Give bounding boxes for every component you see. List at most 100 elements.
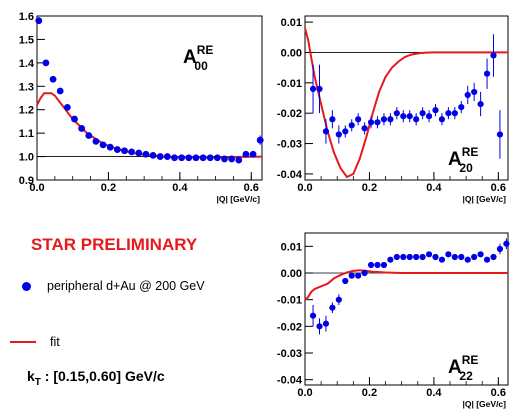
data-point xyxy=(380,261,388,269)
x-tick-label: 0.4 xyxy=(172,182,188,194)
data-point xyxy=(425,113,433,120)
y-tick-label: 0.00 xyxy=(281,268,302,280)
data-point xyxy=(406,113,413,120)
data-point xyxy=(458,104,465,111)
data-point xyxy=(63,103,71,111)
data-point xyxy=(171,154,178,162)
data-point xyxy=(438,256,446,263)
plot-frame xyxy=(304,232,509,386)
fit-curve xyxy=(304,269,508,301)
data-point xyxy=(477,251,484,258)
panel-A00: 0.0 0.2 0.4 0.6 0.9 1.0 1.1 1.2 1.3 1.4 1.5 1.6 |Q| … xyxy=(19,11,264,204)
data-point xyxy=(451,253,458,261)
y-tick-label: 1.3 xyxy=(19,81,34,93)
data-point xyxy=(490,253,497,261)
data-point xyxy=(490,52,497,59)
y-tick-label: 0.01 xyxy=(281,17,302,29)
data-point xyxy=(451,110,458,117)
x-tick-label: 0.6 xyxy=(244,182,259,194)
data-point xyxy=(464,256,471,263)
y-tick-label: 1.5 xyxy=(19,34,34,46)
data-point xyxy=(71,115,78,123)
data-point xyxy=(199,154,207,162)
panel-label: ARE 22 xyxy=(448,353,478,383)
data-point xyxy=(56,87,64,95)
data-point xyxy=(322,128,330,135)
data-point xyxy=(156,153,164,160)
x-tick-label: 0.6 xyxy=(491,182,506,194)
panel-label: ARE 00 xyxy=(183,43,213,73)
x-tick-label: 0.2 xyxy=(101,182,116,194)
data-point xyxy=(322,320,330,327)
y-tick-label: 1.2 xyxy=(19,105,34,117)
data-point xyxy=(393,253,400,261)
data-point xyxy=(432,107,439,114)
legend-data-marker xyxy=(22,281,31,291)
data-point xyxy=(128,148,136,156)
data-point xyxy=(387,116,394,123)
data-point xyxy=(355,116,362,123)
x-tick-label: 0.0 xyxy=(29,182,44,194)
data-point xyxy=(483,70,491,77)
data-point xyxy=(406,253,413,261)
data-point xyxy=(113,146,121,153)
data-point xyxy=(85,132,93,139)
y-tick-label: -0.02 xyxy=(277,321,302,333)
kt-k: k xyxy=(27,368,35,384)
data-point xyxy=(316,85,323,92)
data-point xyxy=(483,256,491,263)
data-point xyxy=(92,137,100,145)
data-point xyxy=(192,154,200,162)
data-point xyxy=(477,100,484,108)
data-point xyxy=(178,154,186,162)
x-tick-label: 0.2 xyxy=(362,182,377,194)
kt-range-label: kT : [0.15,0.60] GeV/c xyxy=(27,368,165,388)
plot-frame xyxy=(36,15,263,181)
data-point xyxy=(387,256,394,263)
data-point xyxy=(329,304,336,311)
data-point xyxy=(309,312,317,319)
data-point xyxy=(235,156,243,164)
x-tick-label: 0.0 xyxy=(297,182,312,194)
plot-frame xyxy=(304,15,509,181)
data-point xyxy=(256,136,264,144)
data-point xyxy=(471,88,478,96)
data-point xyxy=(348,272,355,279)
data-point xyxy=(464,91,471,99)
data-point xyxy=(309,85,317,92)
data-point xyxy=(374,261,381,269)
data-point xyxy=(78,125,86,132)
data-point xyxy=(393,110,400,117)
legend-data-entry: peripheral d+Au @ 200 GeV xyxy=(22,279,205,293)
data-point xyxy=(221,155,228,163)
data-point xyxy=(413,253,420,261)
y-tick-label: 0.9 xyxy=(19,175,34,187)
data-point xyxy=(185,154,193,162)
data-point xyxy=(361,125,368,132)
data-point xyxy=(42,59,50,67)
data-point xyxy=(458,253,465,261)
data-point xyxy=(367,119,375,126)
data-point xyxy=(374,119,381,126)
x-tick-label: 0.0 xyxy=(297,387,312,399)
data-point xyxy=(142,150,150,158)
data-point xyxy=(329,116,336,123)
panel-label: ARE 20 xyxy=(448,145,478,175)
data-point xyxy=(106,143,114,151)
y-tick-label: -0.03 xyxy=(277,348,302,360)
data-point xyxy=(342,128,349,135)
x-axis-label: |Q| [GeV/c] xyxy=(463,399,507,409)
data-point xyxy=(367,261,375,269)
data-point xyxy=(361,269,368,277)
data-point xyxy=(135,149,143,157)
data-point xyxy=(316,323,323,330)
data-point xyxy=(149,152,157,159)
panel-A22: 0.0 0.2 0.4 0.6 -0.04 -0.03 -0.02 -0.01 0.00 0.01… xyxy=(277,232,510,409)
data-point xyxy=(355,272,362,279)
legend-fit-entry: fit xyxy=(10,335,60,349)
data-point xyxy=(206,154,214,162)
y-tick-label: 1.0 xyxy=(19,152,34,164)
y-tick-label: -0.03 xyxy=(277,139,302,151)
y-tick-label: 1.1 xyxy=(19,128,34,140)
y-tick-label: 1.6 xyxy=(19,11,34,23)
